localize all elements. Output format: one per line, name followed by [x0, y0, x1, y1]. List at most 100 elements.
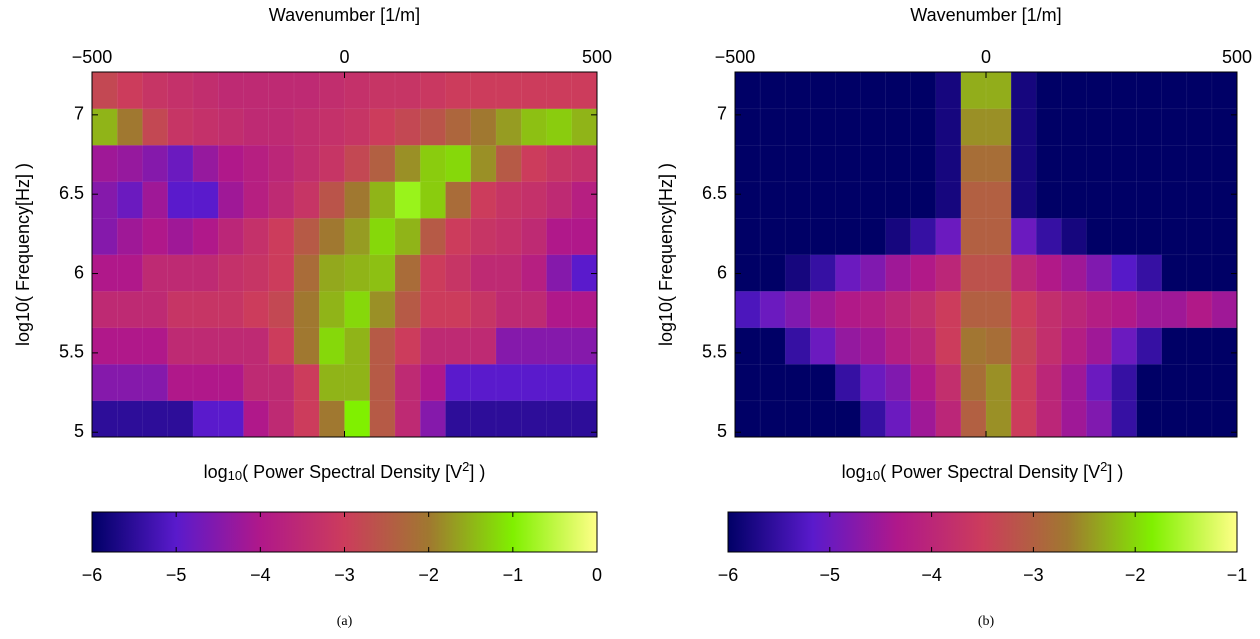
y-tick-label: 5.5 [702, 342, 727, 362]
heatmap-cell [1035, 181, 1062, 219]
colorbar-label-part: log [204, 462, 228, 482]
heatmap-cell [243, 108, 270, 146]
heatmap-cell [1186, 290, 1213, 329]
heatmap-cell [192, 400, 219, 438]
heatmap-cell [344, 363, 371, 402]
heatmap-cell [860, 71, 887, 110]
heatmap-cell [1061, 327, 1087, 365]
heatmap-cell [1136, 290, 1163, 329]
heatmap-cell [1086, 71, 1113, 110]
heatmap-cell [985, 181, 1012, 219]
heatmap-cell [344, 217, 371, 256]
heatmap-cell [167, 327, 194, 365]
heatmap-cell [546, 327, 573, 365]
heatmap-cell [1035, 363, 1062, 402]
heatmap-cell [142, 290, 169, 329]
heatmap-cell [1111, 217, 1138, 256]
heatmap-cell [1186, 363, 1213, 402]
heatmap-cell [759, 108, 786, 146]
heatmap-cell [369, 144, 396, 183]
heatmap-cell [91, 254, 118, 292]
heatmap-cell [885, 71, 912, 110]
heatmap-cell [885, 144, 912, 183]
heatmap-cell [910, 144, 937, 183]
heatmap-cell [935, 254, 962, 292]
heatmap-cell [1086, 400, 1113, 438]
heatmap-cell [1136, 327, 1163, 365]
heatmap-cell [1061, 254, 1087, 292]
heatmap-cell [394, 144, 421, 183]
heatmap-cell [91, 181, 118, 219]
heatmap-cell [1010, 327, 1037, 365]
heatmap-cell [445, 400, 472, 438]
heatmap-cell [734, 363, 761, 402]
colorbar-tick-label: −5 [166, 565, 187, 585]
heatmap-cell [546, 144, 573, 183]
heatmap-cell [394, 217, 421, 256]
heatmap-cell [1086, 254, 1113, 292]
heatmap-cell [546, 290, 573, 329]
heatmap-cell [521, 363, 548, 402]
heatmap-cell [1061, 71, 1087, 110]
heatmap-cell [344, 108, 371, 146]
x-tick-label: −500 [715, 47, 756, 67]
heatmap-cell [1186, 217, 1213, 256]
heatmap-cell [495, 181, 522, 219]
heatmap-cell [394, 363, 421, 402]
heatmap-cell [1086, 290, 1113, 329]
heatmap-cell [243, 363, 270, 402]
heatmap-cell [1010, 254, 1037, 292]
heatmap-cell [759, 400, 786, 438]
heatmap-cell [445, 254, 472, 292]
heatmap-cell [835, 108, 862, 146]
heatmap-cell [1161, 400, 1188, 438]
y-axis-label: log10( Frequency[Hz] ) [656, 163, 676, 346]
heatmap-cell [445, 327, 472, 365]
heatmap-cell [243, 181, 270, 219]
colorbar-label-part: 10 [866, 468, 880, 483]
heatmap-cell [167, 108, 194, 146]
heatmap-cell [192, 290, 219, 329]
heatmap-cell [784, 254, 811, 292]
heatmap-cell [1161, 254, 1188, 292]
heatmap-cell [1111, 181, 1138, 219]
heatmap-cell [1086, 327, 1113, 365]
colorbar-frame [727, 511, 1238, 553]
heatmap-cell [319, 71, 346, 110]
heatmap-cell [344, 71, 371, 110]
heatmap-cell [1186, 71, 1213, 110]
heatmap-cell [319, 327, 346, 365]
heatmap-cell [885, 327, 912, 365]
heatmap-cell [546, 108, 573, 146]
heatmap-cell [495, 144, 522, 183]
heatmap-cell [445, 71, 472, 110]
heatmap-cell [835, 400, 862, 438]
heatmap-cell [495, 108, 522, 146]
heatmap-cell [1111, 144, 1138, 183]
heatmap-cell [1035, 400, 1062, 438]
heatmap-cell [810, 327, 836, 365]
heatmap-cell [117, 181, 144, 219]
heatmap-cell [571, 363, 598, 402]
heatmap-cell [985, 400, 1012, 438]
heatmap-cell [470, 254, 497, 292]
heatmap-cell [142, 327, 169, 365]
heatmap-cell [268, 327, 295, 365]
heatmap-cell [1086, 181, 1113, 219]
heatmap-cell [142, 108, 169, 146]
heatmap-cell [192, 217, 219, 256]
heatmap-cell [420, 363, 447, 402]
heatmap-cell [117, 290, 144, 329]
heatmap-cell [243, 290, 270, 329]
heatmap-cell [734, 108, 761, 146]
colorbar-label-part: ] ) [1107, 462, 1123, 482]
heatmap-cell [835, 71, 862, 110]
colorbar-label-part: 2 [462, 459, 469, 474]
heatmap-cell [546, 363, 573, 402]
heatmap-cell [470, 71, 497, 110]
heatmap-cell [1061, 144, 1087, 183]
heatmap-cell [142, 217, 169, 256]
heatmap-cell [344, 290, 371, 329]
heatmap-cell [445, 363, 472, 402]
heatmap-cell [268, 290, 295, 329]
